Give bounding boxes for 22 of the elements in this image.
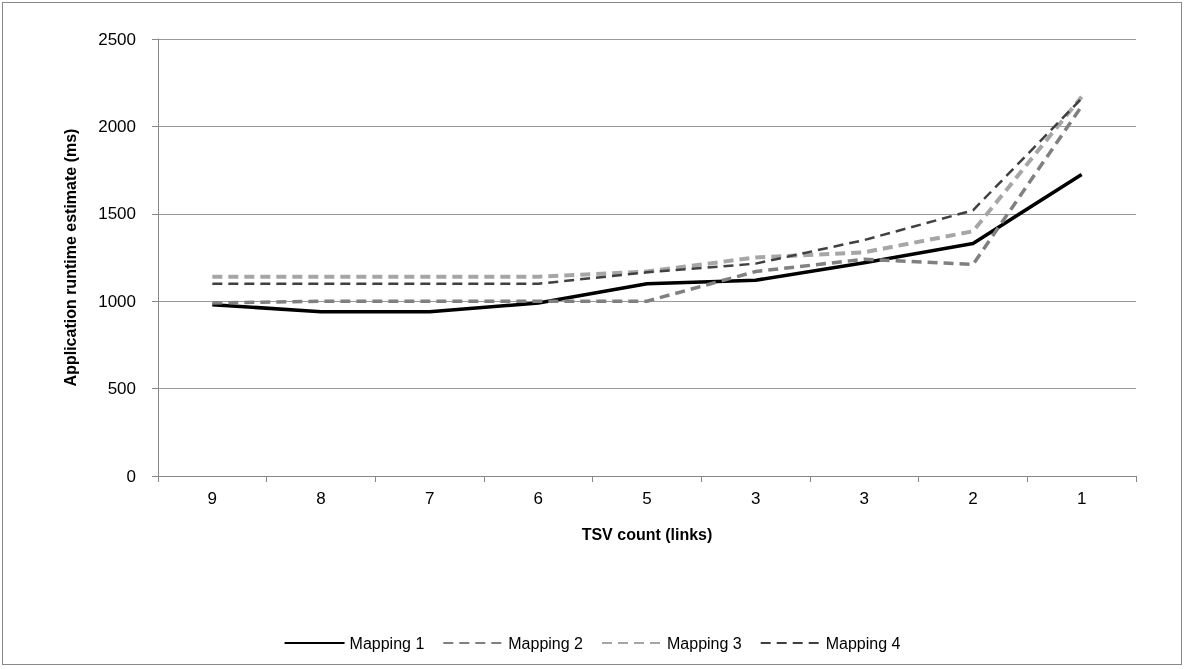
- y-tick-label: 2500: [98, 29, 136, 49]
- y-tick-label: 1500: [98, 204, 136, 224]
- y-tick-label: 1000: [98, 291, 136, 311]
- x-tick-label: 3: [750, 489, 761, 508]
- y-tick-label: 500: [107, 379, 136, 399]
- y-tick-label: 0: [126, 466, 136, 486]
- x-tick-label: 8: [316, 489, 326, 508]
- line-series: [210, 172, 1084, 314]
- x-tick-label: 7: [424, 489, 435, 508]
- x-tick-label: 6: [533, 489, 544, 508]
- x-tick-label: 2: [968, 489, 978, 508]
- y-axis-title: Application runtime estimate (ms): [61, 128, 79, 387]
- legend-label: Mapping 4: [825, 634, 901, 652]
- x-tick-label: 5: [642, 489, 652, 508]
- x-axis-title: TSV count (links): [581, 525, 713, 543]
- x-tick-label: 3: [859, 489, 870, 508]
- legend-label: Mapping 3: [667, 634, 742, 652]
- x-tick-label: 9: [207, 489, 218, 508]
- legend-label: Mapping 1: [349, 634, 425, 652]
- legend-label: Mapping 2: [508, 634, 584, 652]
- y-tick-label: 2000: [98, 116, 136, 136]
- x-tick-label: 1: [1076, 489, 1087, 508]
